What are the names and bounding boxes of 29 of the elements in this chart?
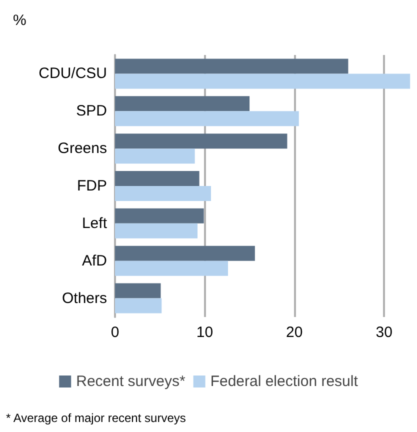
y-tick-label: Greens — [58, 140, 107, 158]
legend-label: Federal election result — [210, 373, 359, 390]
bar — [115, 298, 162, 314]
bar — [115, 58, 348, 74]
x-tick-label: 30 — [376, 324, 392, 341]
y-tick-label: AfD — [82, 252, 108, 270]
bar — [115, 171, 200, 186]
x-tick-label: 20 — [286, 324, 303, 341]
y-tick-label: SPD — [76, 102, 108, 120]
bar — [115, 96, 250, 112]
bar — [115, 186, 211, 201]
chart-title: % — [13, 12, 26, 29]
x-tick-label: 0 — [110, 324, 120, 341]
x-tick-label: 10 — [196, 324, 214, 341]
text: * Average of major recent surveys — [6, 411, 186, 425]
bar — [115, 223, 198, 238]
bar — [115, 260, 228, 276]
bar — [115, 208, 204, 224]
y-tick-label: Others — [62, 290, 107, 307]
legend-label: Recent surveys* — [76, 373, 186, 390]
bar — [115, 111, 299, 126]
bar — [115, 74, 410, 89]
bar — [115, 134, 288, 149]
y-tick-label: CDU/CSU — [38, 65, 107, 82]
y-tick-label: Left — [82, 214, 108, 232]
bar — [115, 283, 161, 298]
bar — [115, 246, 255, 261]
y-tick-label: FDP — [77, 178, 107, 194]
bar — [115, 148, 195, 164]
